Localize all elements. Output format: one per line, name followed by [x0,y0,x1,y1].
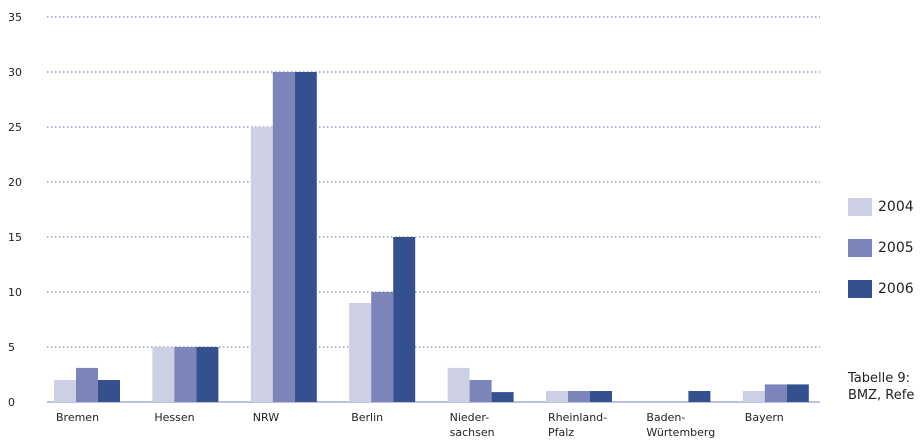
caption-line-1: Tabelle 9: [848,371,911,386]
x-axis-labels: Bremen Hessen NRW Berlin Nieder-sachsen Rhein… [56,411,784,439]
bar-2005-2 [272,72,295,402]
legend-label-2005: 2005 [878,240,914,256]
bar-2005-1 [174,347,197,402]
caption-line-2: BMZ, Refe [848,388,915,403]
legend-item-2005: 2005 [848,239,914,257]
legend-swatch-2005 [848,239,872,257]
bar-2005-5 [568,391,590,402]
bars [54,72,809,402]
grid-lines [47,16,820,403]
bar-2006-1 [196,347,219,402]
legend-swatch-2006 [848,280,872,298]
x-tick-label: Bayern [745,411,784,424]
x-tick-label: Hessen [154,411,194,424]
x-tick-label: Bremen [56,411,99,424]
bar-2004-3 [349,303,372,402]
bar-2006-3 [393,237,416,402]
bar-2005-3 [371,292,394,402]
bar-2004-4 [447,367,470,402]
y-axis-ticks: 0 5 10 15 20 25 30 35 [8,11,22,409]
y-tick-label: 35 [8,11,22,24]
y-tick-label: 0 [8,396,15,409]
legend-item-2006: 2006 [848,280,914,298]
x-tick-label: Baden-Würtemberg [646,411,715,439]
x-tick-label: NRW [253,411,279,424]
caption: Tabelle 9: BMZ, Refe [848,370,914,404]
bar-2006-0 [98,380,120,402]
legend-swatch-2004 [848,198,872,216]
y-tick-label: 20 [8,176,22,189]
bar-2004-7 [742,391,765,402]
bar-2005-4 [469,380,492,402]
bar-2006-6 [688,391,711,402]
y-tick-label: 15 [8,231,22,244]
y-tick-label: 30 [8,66,22,79]
bar-2004-5 [546,391,568,402]
bar-2004-2 [250,127,273,402]
bar-2006-5 [590,391,612,402]
bar-2005-7 [764,384,787,402]
x-tick-label: Berlin [351,411,383,424]
x-tick-label: Nieder-sachsen [450,411,495,439]
y-tick-label: 5 [8,341,15,354]
bar-2005-0 [76,367,98,402]
legend-label-2006: 2006 [878,281,914,297]
y-tick-label: 10 [8,286,22,299]
bar-2006-4 [491,392,514,402]
legend-item-2004: 2004 [848,198,914,216]
x-tick-label: Rheinland-Pfalz [548,411,607,439]
bar-2004-0 [54,380,76,402]
y-tick-label: 25 [8,121,22,134]
legend-label-2004: 2004 [878,199,914,215]
legend: 2004 2005 2006 [848,198,914,321]
bar-2006-7 [786,384,809,402]
bar-2006-2 [294,72,317,402]
bar-2004-1 [152,347,175,402]
